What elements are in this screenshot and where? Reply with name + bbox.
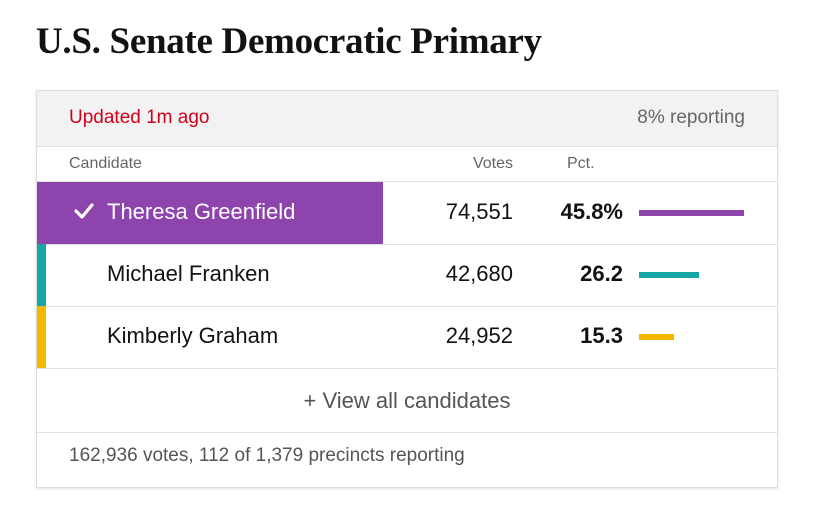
candidate-name: Michael Franken bbox=[107, 261, 270, 286]
winner-highlight bbox=[37, 182, 383, 244]
candidate-name: Kimberly Graham bbox=[107, 323, 279, 348]
votes-summary: 162,936 votes, 112 of 1,379 precincts re… bbox=[69, 445, 465, 466]
divider bbox=[37, 181, 777, 182]
column-header-pct: Pct. bbox=[567, 155, 595, 172]
pct-bar bbox=[639, 334, 675, 340]
reporting-status: 8% reporting bbox=[637, 107, 745, 128]
candidate-name: Theresa Greenfield bbox=[107, 199, 296, 224]
candidate-votes: 24,952 bbox=[445, 323, 513, 348]
candidate-row: Theresa Greenfield 74,551 45.8% bbox=[37, 182, 777, 245]
candidate-row: Kimberly Graham 24,952 15.3 bbox=[37, 306, 777, 369]
checkmark-icon bbox=[74, 203, 94, 219]
pct-bar bbox=[639, 210, 745, 216]
candidate-votes: 74,551 bbox=[445, 199, 513, 224]
page-title: U.S. Senate Democratic Primary bbox=[36, 21, 542, 62]
candidate-pct: 45.8% bbox=[560, 199, 623, 224]
pct-bar bbox=[639, 272, 700, 278]
view-all-candidates-button[interactable]: + View all candidates bbox=[37, 370, 777, 433]
candidate-color-bar bbox=[37, 306, 46, 368]
candidate-row: Michael Franken 42,680 26.2 bbox=[37, 244, 777, 307]
candidate-pct: 15.3 bbox=[580, 323, 623, 348]
column-header-votes: Votes bbox=[472, 155, 513, 172]
candidate-votes: 42,680 bbox=[445, 261, 513, 286]
candidate-color-bar bbox=[37, 244, 46, 306]
updated-time: Updated 1m ago bbox=[69, 107, 210, 128]
column-header-candidate: Candidate bbox=[69, 155, 142, 172]
results-header: Updated 1m ago 8% reporting bbox=[37, 91, 777, 147]
results-table: Updated 1m ago 8% reporting Candidate Vo… bbox=[36, 90, 778, 488]
candidate-pct: 26.2 bbox=[580, 261, 623, 286]
